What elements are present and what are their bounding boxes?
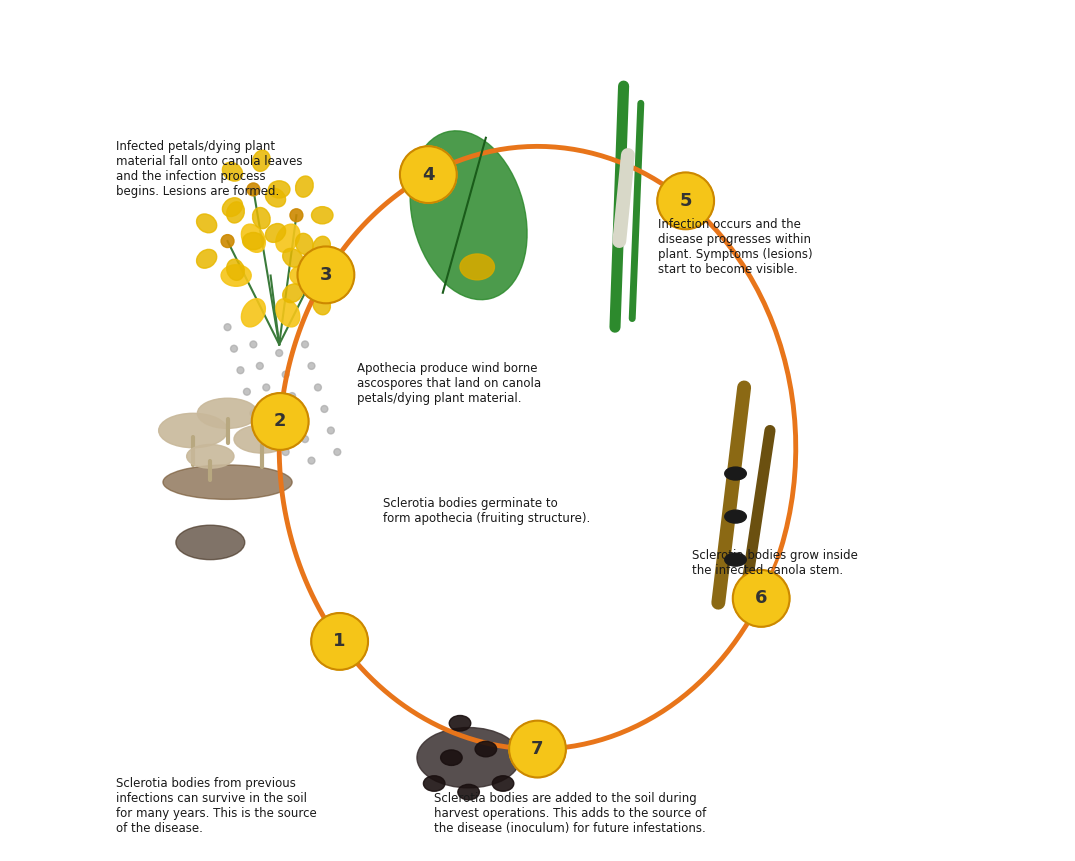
Circle shape [276, 350, 283, 356]
Ellipse shape [458, 784, 479, 800]
Ellipse shape [313, 294, 330, 315]
Circle shape [400, 146, 457, 203]
Ellipse shape [329, 267, 350, 284]
Text: Infected petals/dying plant
material fall onto canola leaves
and the infection p: Infected petals/dying plant material fal… [116, 140, 302, 198]
Circle shape [230, 345, 238, 352]
Ellipse shape [234, 425, 290, 453]
Ellipse shape [253, 208, 270, 229]
Ellipse shape [266, 224, 286, 243]
Ellipse shape [276, 299, 300, 327]
Ellipse shape [221, 235, 234, 248]
Circle shape [334, 449, 341, 455]
Ellipse shape [187, 444, 234, 468]
Circle shape [263, 384, 270, 391]
Circle shape [236, 367, 244, 374]
Ellipse shape [296, 176, 313, 197]
Circle shape [510, 721, 565, 777]
Circle shape [302, 436, 309, 443]
Ellipse shape [198, 398, 258, 428]
Ellipse shape [223, 198, 243, 217]
Circle shape [252, 393, 309, 449]
Ellipse shape [296, 233, 313, 255]
Ellipse shape [475, 741, 497, 757]
Text: 1: 1 [333, 633, 346, 650]
Text: 4: 4 [422, 165, 434, 183]
Ellipse shape [243, 232, 264, 250]
Ellipse shape [449, 715, 471, 731]
Ellipse shape [460, 254, 494, 280]
Circle shape [309, 457, 315, 464]
Ellipse shape [269, 181, 290, 198]
Ellipse shape [227, 259, 244, 281]
Ellipse shape [312, 207, 333, 224]
Ellipse shape [247, 183, 260, 195]
Text: Infection occurs and the
disease progresses within
plant. Symptoms (lesions)
sta: Infection occurs and the disease progres… [658, 218, 813, 276]
Text: Apothecia produce wind borne
ascospores that land on canola
petals/dying plant m: Apothecia produce wind borne ascospores … [357, 362, 541, 405]
Ellipse shape [197, 250, 217, 269]
Text: Sclerotia bodies are added to the soil during
harvest operations. This adds to t: Sclerotia bodies are added to the soil d… [434, 792, 706, 835]
Ellipse shape [242, 224, 266, 252]
Ellipse shape [223, 162, 243, 181]
Text: 5: 5 [679, 192, 692, 210]
Text: 3: 3 [319, 266, 332, 284]
Circle shape [312, 613, 368, 670]
Circle shape [249, 410, 257, 417]
Circle shape [224, 324, 231, 331]
Ellipse shape [307, 269, 320, 282]
Ellipse shape [176, 525, 245, 560]
Ellipse shape [242, 299, 266, 327]
Circle shape [296, 414, 302, 421]
Circle shape [309, 362, 315, 369]
Circle shape [283, 371, 289, 378]
Ellipse shape [253, 150, 270, 171]
Ellipse shape [441, 750, 462, 765]
Ellipse shape [221, 264, 252, 286]
Circle shape [733, 570, 790, 627]
Ellipse shape [227, 201, 244, 223]
Circle shape [256, 431, 263, 438]
Circle shape [283, 449, 289, 455]
Circle shape [321, 406, 328, 412]
Text: Sclerotia bodies germinate to
form apothecia (fruiting structure).: Sclerotia bodies germinate to form apoth… [383, 497, 590, 525]
Ellipse shape [424, 776, 445, 791]
Ellipse shape [411, 131, 527, 300]
Text: 2: 2 [274, 412, 286, 430]
Text: Sclerotia bodies grow inside
the infected canola stem.: Sclerotia bodies grow inside the infecte… [692, 548, 858, 577]
Ellipse shape [417, 728, 520, 788]
Circle shape [276, 427, 283, 434]
Circle shape [298, 246, 355, 303]
Circle shape [249, 341, 257, 348]
Ellipse shape [197, 214, 217, 232]
Ellipse shape [725, 510, 746, 523]
Ellipse shape [159, 413, 228, 448]
Circle shape [256, 362, 263, 369]
Circle shape [315, 384, 321, 391]
Circle shape [302, 341, 309, 348]
Ellipse shape [276, 224, 300, 252]
Ellipse shape [290, 264, 320, 286]
Circle shape [289, 393, 296, 400]
Ellipse shape [283, 248, 303, 267]
Circle shape [243, 388, 250, 395]
Ellipse shape [313, 236, 330, 257]
Circle shape [328, 427, 334, 434]
Ellipse shape [163, 465, 292, 499]
Text: 6: 6 [755, 590, 768, 607]
Ellipse shape [283, 284, 303, 303]
Circle shape [270, 406, 276, 412]
Ellipse shape [290, 209, 303, 221]
Ellipse shape [266, 188, 286, 207]
Ellipse shape [492, 776, 514, 791]
Text: Sclerotia bodies from previous
infections can survive in the soil
for many years: Sclerotia bodies from previous infection… [116, 777, 316, 835]
Ellipse shape [725, 467, 746, 480]
Text: 7: 7 [531, 740, 544, 758]
Circle shape [657, 172, 714, 229]
Ellipse shape [725, 554, 746, 567]
